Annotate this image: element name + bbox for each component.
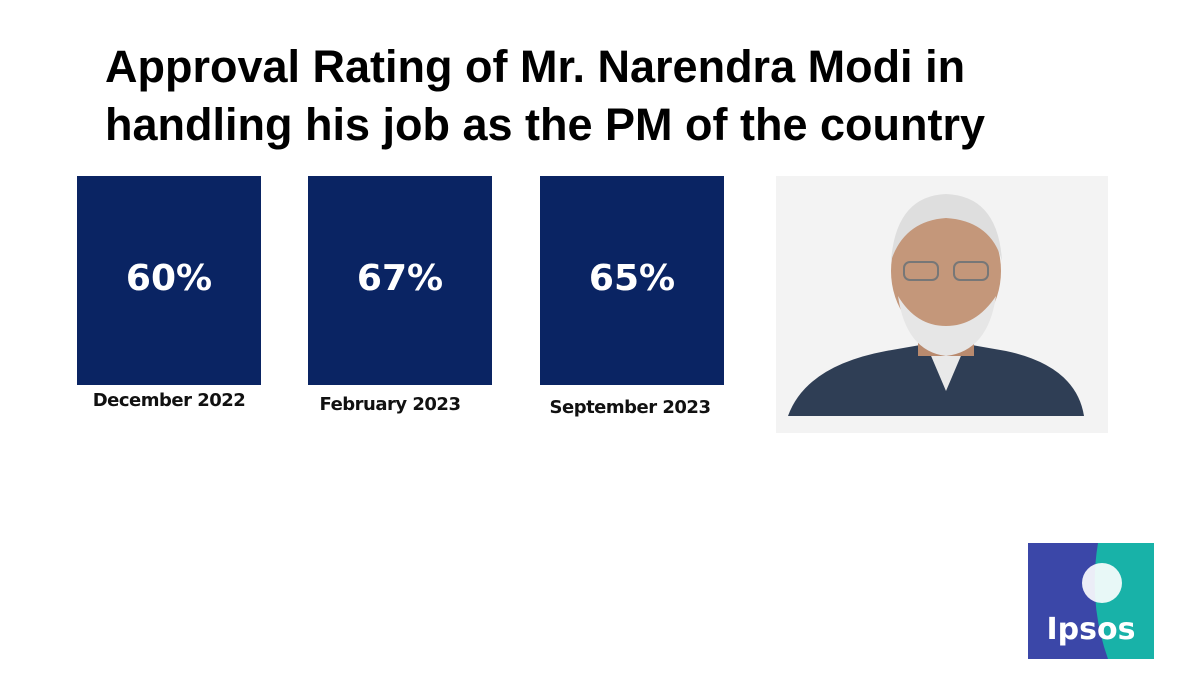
title: Approval Rating of Mr. Narendra Modi in … <box>105 38 985 154</box>
ipsos-logo: Ipsos <box>1028 543 1154 659</box>
title-line: Approval Rating of Mr. Narendra Modi in <box>105 41 966 92</box>
rating-value: 67% <box>356 258 444 299</box>
rating-card: 67% <box>308 176 492 385</box>
rating-date: December 2022 <box>92 390 246 411</box>
rating-date: September 2023 <box>549 397 711 418</box>
rating-value: 65% <box>588 258 676 299</box>
rating-value: 60% <box>125 258 213 299</box>
portrait <box>776 176 1108 433</box>
rating-card: 65% <box>540 176 724 385</box>
title-line: handling his job as the PM of the countr… <box>105 99 986 150</box>
rating-card: 60% <box>77 176 261 385</box>
rating-date: February 2023 <box>319 394 461 415</box>
logo-text: Ipsos <box>1047 612 1136 647</box>
